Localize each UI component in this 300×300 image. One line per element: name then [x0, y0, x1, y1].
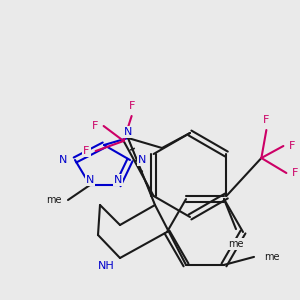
Text: F: F [83, 146, 90, 156]
Text: F: F [92, 121, 99, 131]
Text: me: me [264, 252, 280, 262]
Text: F: F [128, 101, 135, 111]
Text: N: N [124, 127, 132, 137]
Text: N: N [86, 175, 94, 185]
Text: me: me [46, 195, 62, 205]
Text: NH: NH [98, 261, 115, 271]
Text: me: me [228, 239, 244, 249]
Text: N: N [58, 155, 67, 165]
Text: F: F [290, 141, 296, 151]
Text: F: F [263, 115, 270, 125]
Text: N: N [138, 155, 146, 165]
Text: N: N [114, 175, 122, 185]
Text: F: F [292, 168, 299, 178]
